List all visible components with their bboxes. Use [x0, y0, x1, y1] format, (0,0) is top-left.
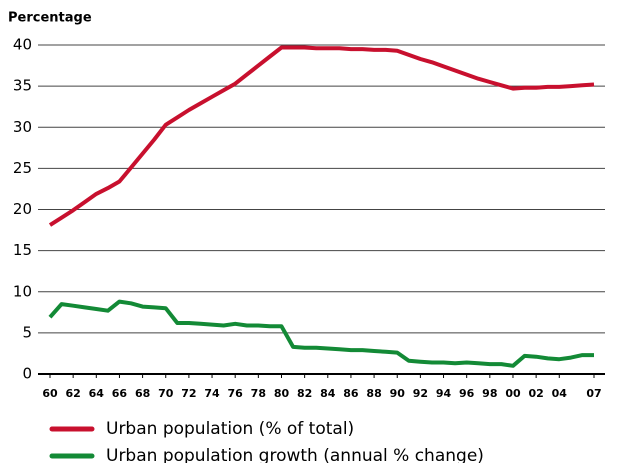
x-tick-label: 64	[89, 387, 105, 400]
legend-label: Urban population growth (annual % change…	[106, 446, 484, 463]
x-tick-label: 02	[528, 387, 543, 400]
data-line	[48, 299, 594, 368]
x-tick-label: 74	[204, 387, 220, 400]
y-axis-label: Percentage	[8, 11, 92, 26]
x-tick-label: 82	[297, 387, 312, 400]
y-tick-label: 25	[13, 159, 32, 177]
x-tick-label: 80	[274, 387, 290, 400]
x-tick-label: 04	[552, 387, 568, 400]
y-tick-label: 30	[13, 118, 32, 136]
y-tick-label: 40	[13, 36, 32, 54]
x-tick-label: 00	[505, 387, 521, 400]
y-tick-label: 15	[13, 241, 32, 259]
y-tick-label: 35	[13, 77, 32, 95]
x-tick-label: 96	[459, 387, 475, 400]
x-tick-label: 76	[228, 387, 244, 400]
x-tick-label: 78	[251, 387, 266, 400]
x-tick-label: 88	[366, 387, 381, 400]
x-tick-label: 62	[65, 387, 80, 400]
x-tick-label: 86	[343, 387, 359, 400]
y-tick-label: 20	[13, 200, 32, 218]
x-tick-label: 70	[158, 387, 174, 400]
x-tick-label: 98	[482, 387, 497, 400]
x-tick-label: 92	[413, 387, 428, 400]
y-tick-label: 5	[22, 323, 32, 341]
x-tick-label: 84	[320, 387, 336, 400]
x-tick-label: 60	[42, 387, 58, 400]
y-tick-label: 10	[13, 282, 32, 300]
data-line	[48, 45, 595, 227]
x-tick-label: 72	[181, 387, 196, 400]
y-tick-label: 0	[22, 365, 32, 383]
x-tick-label: 66	[112, 387, 128, 400]
legend-label: Urban population (% of total)	[106, 419, 354, 439]
x-tick-label: 68	[135, 387, 150, 400]
x-tick-label: 94	[436, 387, 452, 400]
x-tick-label: 07	[586, 387, 601, 400]
x-tick-label: 90	[390, 387, 406, 400]
